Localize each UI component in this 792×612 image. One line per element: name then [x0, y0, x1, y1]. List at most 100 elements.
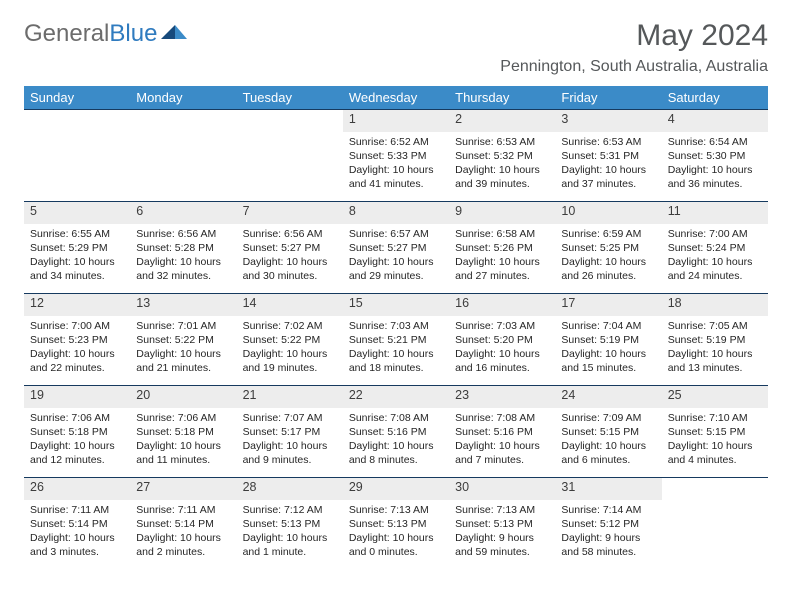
sunrise-line: Sunrise: 6:53 AM: [455, 135, 549, 149]
title-block: May 2024 Pennington, South Australia, Au…: [500, 20, 768, 76]
sunrise-line: Sunrise: 7:06 AM: [136, 411, 230, 425]
day-number-cell: [130, 109, 236, 132]
sunrise-line: Sunrise: 7:00 AM: [30, 319, 124, 333]
day-detail-cell: Sunrise: 7:09 AMSunset: 5:15 PMDaylight:…: [555, 408, 661, 478]
day-number-cell: 2: [449, 109, 555, 132]
sunset-line: Sunset: 5:33 PM: [349, 149, 443, 163]
day-detail-cell: Sunrise: 7:13 AMSunset: 5:13 PMDaylight:…: [449, 500, 555, 569]
day-number-cell: 26: [24, 477, 130, 500]
day-number-cell: 24: [555, 385, 661, 408]
day-detail-cell: Sunrise: 6:52 AMSunset: 5:33 PMDaylight:…: [343, 132, 449, 202]
daylight-line: Daylight: 10 hours and 8 minutes.: [349, 439, 443, 467]
logo-text-1: General: [24, 20, 109, 48]
day-number-row: 1234: [24, 109, 768, 132]
logo-mark-icon: [161, 20, 187, 48]
day-number-cell: 10: [555, 201, 661, 224]
sunset-line: Sunset: 5:18 PM: [30, 425, 124, 439]
sunrise-line: Sunrise: 7:13 AM: [455, 503, 549, 517]
logo-text-2: Blue: [109, 20, 157, 48]
sunrise-line: Sunrise: 7:14 AM: [561, 503, 655, 517]
day-detail-cell: Sunrise: 6:54 AMSunset: 5:30 PMDaylight:…: [662, 132, 768, 202]
day-detail-cell: Sunrise: 7:03 AMSunset: 5:20 PMDaylight:…: [449, 316, 555, 386]
sunset-line: Sunset: 5:24 PM: [668, 241, 762, 255]
daylight-line: Daylight: 10 hours and 7 minutes.: [455, 439, 549, 467]
day-number-cell: [24, 109, 130, 132]
daylight-line: Daylight: 10 hours and 11 minutes.: [136, 439, 230, 467]
sunset-line: Sunset: 5:12 PM: [561, 517, 655, 531]
day-detail-cell: Sunrise: 7:12 AMSunset: 5:13 PMDaylight:…: [237, 500, 343, 569]
sunrise-line: Sunrise: 6:53 AM: [561, 135, 655, 149]
day-detail-cell: [662, 500, 768, 569]
sunset-line: Sunset: 5:16 PM: [455, 425, 549, 439]
day-detail-cell: Sunrise: 6:56 AMSunset: 5:27 PMDaylight:…: [237, 224, 343, 294]
day-detail-cell: Sunrise: 7:08 AMSunset: 5:16 PMDaylight:…: [449, 408, 555, 478]
daylight-line: Daylight: 10 hours and 1 minute.: [243, 531, 337, 559]
month-title: May 2024: [500, 20, 768, 52]
sunset-line: Sunset: 5:15 PM: [668, 425, 762, 439]
weekday-header: Tuesday: [237, 86, 343, 110]
sunset-line: Sunset: 5:13 PM: [243, 517, 337, 531]
daylight-line: Daylight: 10 hours and 26 minutes.: [561, 255, 655, 283]
sunrise-line: Sunrise: 7:07 AM: [243, 411, 337, 425]
day-number-cell: [237, 109, 343, 132]
sunset-line: Sunset: 5:27 PM: [349, 241, 443, 255]
day-number-cell: 29: [343, 477, 449, 500]
daylight-line: Daylight: 10 hours and 9 minutes.: [243, 439, 337, 467]
day-number-cell: 14: [237, 293, 343, 316]
day-number-cell: 1: [343, 109, 449, 132]
daylight-line: Daylight: 10 hours and 18 minutes.: [349, 347, 443, 375]
day-detail-cell: Sunrise: 7:00 AMSunset: 5:23 PMDaylight:…: [24, 316, 130, 386]
day-detail-cell: Sunrise: 7:00 AMSunset: 5:24 PMDaylight:…: [662, 224, 768, 294]
sunset-line: Sunset: 5:21 PM: [349, 333, 443, 347]
day-number-cell: [662, 477, 768, 500]
weekday-header-row: Sunday Monday Tuesday Wednesday Thursday…: [24, 86, 768, 110]
sunset-line: Sunset: 5:17 PM: [243, 425, 337, 439]
sunset-line: Sunset: 5:14 PM: [30, 517, 124, 531]
sunrise-line: Sunrise: 7:09 AM: [561, 411, 655, 425]
daylight-line: Daylight: 10 hours and 3 minutes.: [30, 531, 124, 559]
sunrise-line: Sunrise: 6:56 AM: [136, 227, 230, 241]
day-number-cell: 3: [555, 109, 661, 132]
daylight-line: Daylight: 10 hours and 15 minutes.: [561, 347, 655, 375]
sunset-line: Sunset: 5:14 PM: [136, 517, 230, 531]
sunset-line: Sunset: 5:26 PM: [455, 241, 549, 255]
day-detail-cell: Sunrise: 7:06 AMSunset: 5:18 PMDaylight:…: [130, 408, 236, 478]
day-detail-row: Sunrise: 7:11 AMSunset: 5:14 PMDaylight:…: [24, 500, 768, 569]
weekday-header: Friday: [555, 86, 661, 110]
day-number-row: 19202122232425: [24, 385, 768, 408]
daylight-line: Daylight: 9 hours and 59 minutes.: [455, 531, 549, 559]
daylight-line: Daylight: 10 hours and 0 minutes.: [349, 531, 443, 559]
daylight-line: Daylight: 10 hours and 13 minutes.: [668, 347, 762, 375]
sunrise-line: Sunrise: 6:54 AM: [668, 135, 762, 149]
daylight-line: Daylight: 10 hours and 32 minutes.: [136, 255, 230, 283]
calendar-table: Sunday Monday Tuesday Wednesday Thursday…: [24, 86, 768, 569]
daylight-line: Daylight: 10 hours and 16 minutes.: [455, 347, 549, 375]
day-number-cell: 21: [237, 385, 343, 408]
daylight-line: Daylight: 10 hours and 6 minutes.: [561, 439, 655, 467]
sunset-line: Sunset: 5:22 PM: [136, 333, 230, 347]
day-number-cell: 12: [24, 293, 130, 316]
daylight-line: Daylight: 10 hours and 27 minutes.: [455, 255, 549, 283]
sunrise-line: Sunrise: 7:01 AM: [136, 319, 230, 333]
day-detail-cell: Sunrise: 6:59 AMSunset: 5:25 PMDaylight:…: [555, 224, 661, 294]
day-detail-cell: Sunrise: 7:14 AMSunset: 5:12 PMDaylight:…: [555, 500, 661, 569]
day-detail-cell: Sunrise: 7:11 AMSunset: 5:14 PMDaylight:…: [130, 500, 236, 569]
day-number-cell: 28: [237, 477, 343, 500]
sunset-line: Sunset: 5:13 PM: [349, 517, 443, 531]
day-number-row: 567891011: [24, 201, 768, 224]
day-detail-cell: Sunrise: 7:13 AMSunset: 5:13 PMDaylight:…: [343, 500, 449, 569]
sunrise-line: Sunrise: 7:11 AM: [30, 503, 124, 517]
day-detail-cell: Sunrise: 7:03 AMSunset: 5:21 PMDaylight:…: [343, 316, 449, 386]
sunset-line: Sunset: 5:13 PM: [455, 517, 549, 531]
sunrise-line: Sunrise: 6:52 AM: [349, 135, 443, 149]
sunset-line: Sunset: 5:19 PM: [561, 333, 655, 347]
day-detail-cell: Sunrise: 7:02 AMSunset: 5:22 PMDaylight:…: [237, 316, 343, 386]
daylight-line: Daylight: 10 hours and 36 minutes.: [668, 163, 762, 191]
sunset-line: Sunset: 5:22 PM: [243, 333, 337, 347]
sunrise-line: Sunrise: 7:08 AM: [349, 411, 443, 425]
daylight-line: Daylight: 10 hours and 30 minutes.: [243, 255, 337, 283]
sunset-line: Sunset: 5:18 PM: [136, 425, 230, 439]
sunrise-line: Sunrise: 6:59 AM: [561, 227, 655, 241]
sunset-line: Sunset: 5:32 PM: [455, 149, 549, 163]
daylight-line: Daylight: 10 hours and 19 minutes.: [243, 347, 337, 375]
